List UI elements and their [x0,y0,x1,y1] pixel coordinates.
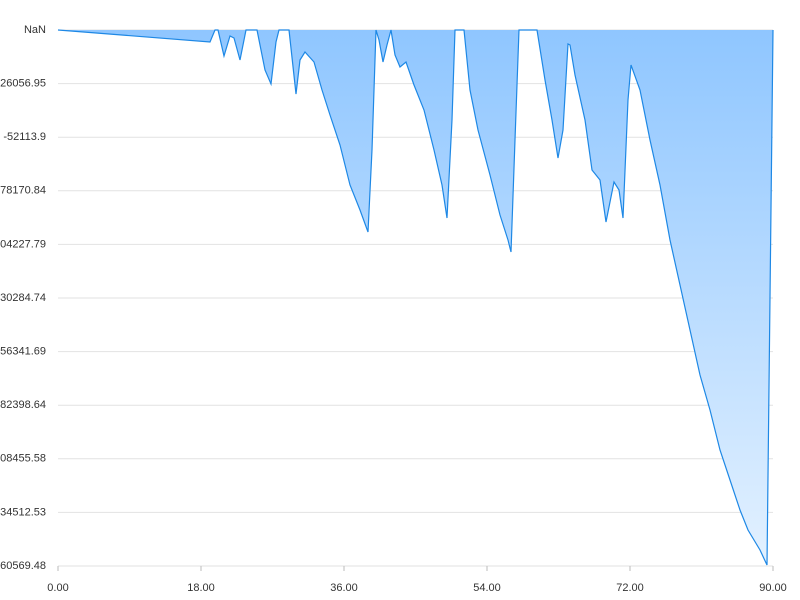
y-tick-label: -52113.9 [3,131,46,143]
y-tick-label: -104227.79 [0,238,46,250]
area-line [57,29,774,566]
y-tick-label: -182398.64 [0,399,46,411]
y-tick-label: -78170.84 [0,185,46,197]
area-fill [58,30,773,565]
x-tick-label: 0.00 [47,582,68,594]
y-tick-label: -156341.69 [0,346,46,358]
x-tick-label: 36.00 [330,582,358,594]
y-tick-label: -208455.58 [0,453,46,465]
y-tick-label: -234512.53 [0,506,46,518]
x-tick-label: 54.00 [473,582,501,594]
y-tick-label: NaN [24,24,46,36]
x-tick-label: 72.00 [616,582,644,594]
x-tick-label: 18.00 [187,582,215,594]
y-tick-label: -260569.48 [0,560,46,572]
y-tick-label: -130284.74 [0,292,46,304]
y-tick-label: -26056.95 [0,78,46,90]
x-tick-label: 90.00 [759,582,787,594]
